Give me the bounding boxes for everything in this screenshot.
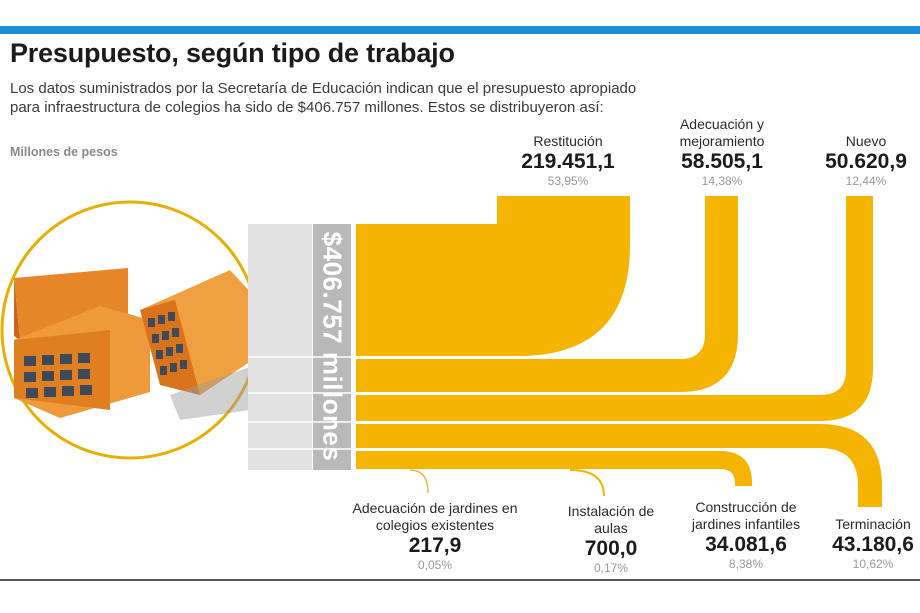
label-nuevo: Nuevo 50.620,9 12,44% [825, 133, 907, 188]
flow-terminacion [356, 424, 882, 507]
total-bar-background [248, 224, 312, 470]
label-construccion-jardines: Construcción de jardines infantiles 34.0… [691, 499, 801, 571]
label-adecuacion-jardines: Adecuación de jardines en colegios exist… [352, 500, 518, 572]
subtitle-line-2: para infraestructura de colegios ha sido… [10, 99, 604, 116]
bricks-illustration [0, 200, 290, 460]
brick-icon [140, 270, 290, 420]
flow-instalacion-aulas [569, 469, 605, 497]
flow-nuevo [356, 196, 873, 421]
units-label: Millones de pesos [10, 145, 118, 159]
flow-construccion-jardines [356, 451, 752, 486]
brick-icon [14, 306, 150, 418]
flow-restitucion [356, 196, 630, 356]
chart-subtitle: Los datos suministrados por la Secretarí… [10, 79, 730, 117]
top-accent-bar [0, 26, 920, 34]
subtitle-line-1: Los datos suministrados por la Secretarí… [10, 80, 637, 97]
total-bar [313, 224, 351, 470]
label-adecuacion-mejoramiento: Adecuación y mejoramiento 58.505,1 14,38… [679, 116, 765, 188]
chart-title: Presupuesto, según tipo de trabajo [10, 38, 455, 68]
flow-adecuacion-jardines [409, 469, 429, 494]
label-instalacion-aulas: Instalación de aulas 700,0 0,17% [567, 503, 655, 575]
flow-adecuacion-mejoramiento [356, 196, 738, 392]
label-terminacion: Terminación 43.180,6 10,62% [832, 516, 914, 571]
label-restitucion: Restitución 219.451,1 53,95% [521, 133, 615, 188]
bottom-rule [0, 579, 920, 581]
total-label: $406.757 millones [317, 231, 348, 461]
